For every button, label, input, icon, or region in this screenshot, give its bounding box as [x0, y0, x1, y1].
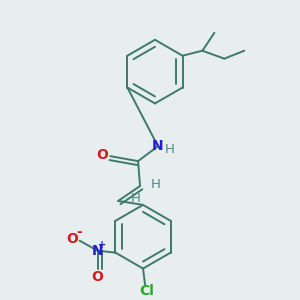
- Text: Cl: Cl: [140, 284, 154, 298]
- Text: H: H: [151, 178, 161, 190]
- Text: H: H: [165, 143, 175, 156]
- Text: O: O: [66, 232, 78, 246]
- Text: H: H: [131, 192, 141, 206]
- Text: +: +: [98, 240, 106, 250]
- Text: -: -: [76, 225, 82, 239]
- Text: N: N: [92, 244, 103, 258]
- Text: O: O: [92, 269, 104, 284]
- Text: O: O: [96, 148, 108, 162]
- Text: N: N: [152, 139, 164, 153]
